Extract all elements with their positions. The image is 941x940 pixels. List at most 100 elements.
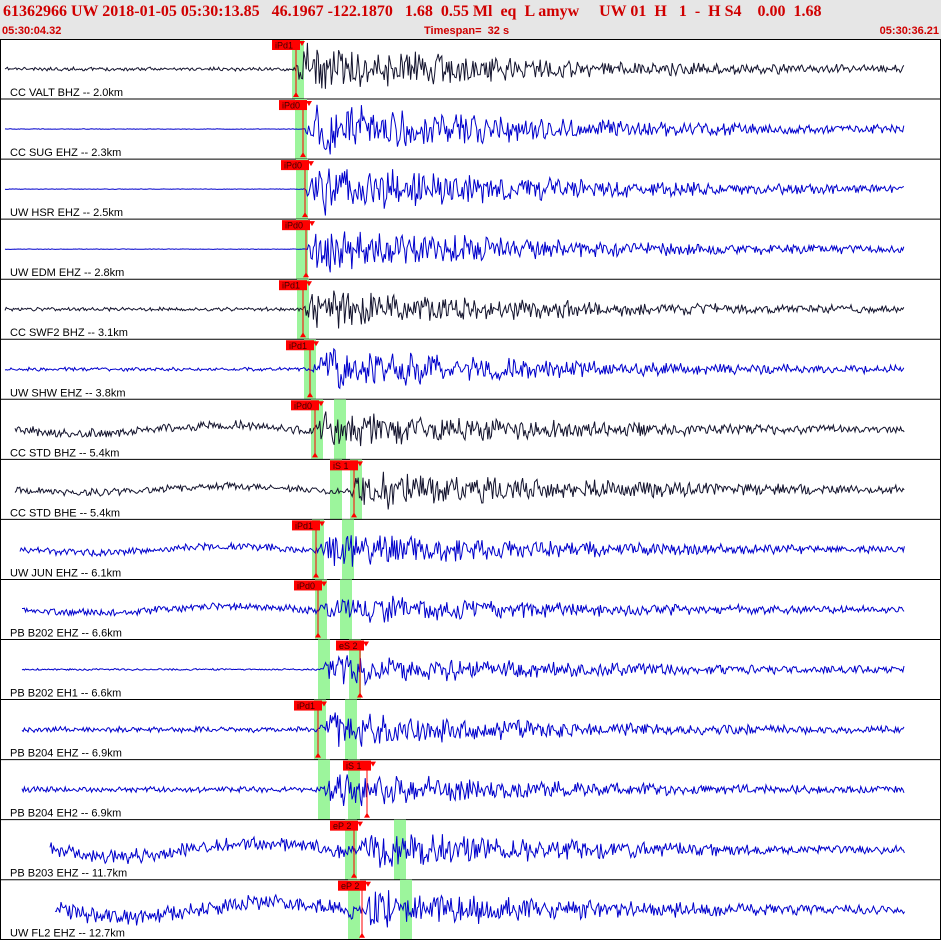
waveform [4, 290, 905, 329]
trace-row[interactable]: iS 1 CC STD BHE -- 5.4km [0, 459, 941, 520]
pick-window [350, 459, 362, 520]
pick-label: iPd1 [282, 281, 300, 291]
pick-marker [365, 881, 371, 887]
pick-marker [302, 212, 308, 218]
pick-label: eS 2 [339, 641, 358, 651]
pick-label: iPd1 [275, 41, 293, 51]
pick-label: iS 1 [333, 461, 349, 471]
pick-label-box[interactable] [272, 40, 300, 50]
waveform [21, 655, 905, 687]
pick-marker [318, 401, 324, 407]
trace-row[interactable]: iPd1 UW JUN EHZ -- 6.1km [0, 519, 941, 580]
pick-marker [321, 581, 327, 587]
pick-marker [351, 512, 357, 518]
pick-marker [359, 932, 365, 938]
pick-label-box[interactable] [281, 160, 309, 171]
waveform [4, 42, 905, 89]
station-label: PB B203 EHZ -- 11.7km [10, 868, 127, 880]
timespan: Timespan= 32 s [424, 25, 510, 37]
trace-row[interactable]: iPd1 CC VALT BHZ -- 2.0km [0, 39, 941, 100]
pick-window [342, 519, 354, 580]
station-label: CC VALT BHZ -- 2.0km [10, 87, 123, 99]
trace-row[interactable]: iPd1 UW SHW EHZ -- 3.8km [0, 339, 941, 400]
pick-marker [370, 761, 376, 767]
pick-label-box[interactable] [279, 280, 307, 291]
pick-label: iPd0 [285, 221, 303, 231]
pick-label: iPd0 [284, 161, 302, 171]
station-label: PB B202 EH1 -- 6.6km [10, 688, 121, 700]
pick-window [311, 399, 323, 460]
trace-row[interactable]: eS 2 PB B202 EH1 -- 6.6km [0, 639, 941, 701]
pick-label-box[interactable] [282, 220, 310, 231]
trace-row[interactable]: iPd0 CC STD BHZ -- 5.4km [0, 399, 941, 460]
station-label: CC SUG EHZ -- 2.3km [10, 147, 121, 159]
trace-row[interactable]: eP 2 PB B203 EHZ -- 11.7km [0, 819, 941, 881]
pick-label-box[interactable] [294, 580, 322, 591]
pick-marker [312, 452, 318, 458]
seismogram-plot[interactable]: iPd1 CC VALT BHZ -- 2.0km iPd0 CC SUG EHZ -… [0, 39, 941, 940]
pick-label: iPd1 [295, 521, 313, 531]
pick-label: iPd0 [294, 401, 312, 411]
trace-row[interactable]: iPd0 PB B202 EHZ -- 6.6km [0, 579, 941, 640]
pick-window [312, 519, 324, 580]
pick-window [349, 639, 361, 700]
pick-marker [313, 572, 319, 578]
trace-row[interactable]: iS 1 PB B204 EH2 -- 6.9km [0, 759, 941, 821]
pick-window [318, 639, 330, 700]
trace-row[interactable]: iPd1 PB B204 EHZ -- 6.9km [0, 699, 941, 761]
pick-marker [364, 812, 370, 818]
trace-row[interactable]: iPd0 UW EDM EHZ -- 2.8km [0, 219, 941, 280]
pick-label: eP 2 [341, 881, 359, 891]
pick-label: eP 2 [333, 821, 351, 831]
pick-marker [321, 701, 327, 707]
seismogram-panel[interactable]: iPd1 CC VALT BHZ -- 2.0km iPd0 CC SUG EHZ -… [0, 39, 941, 940]
trace-row[interactable]: iPd0 UW HSR EHZ -- 2.5km [0, 159, 941, 220]
station-label: UW SHW EHZ -- 3.8km [10, 387, 126, 399]
pick-label: iPd1 [289, 341, 307, 351]
waveform [14, 471, 905, 510]
pick-marker [351, 872, 357, 878]
pick-window [314, 699, 326, 760]
waveform [22, 595, 905, 623]
pick-label-box[interactable] [291, 400, 319, 411]
pick-marker [300, 332, 306, 338]
end-time: 05:30:36.21 [879, 25, 939, 37]
waveform [4, 231, 905, 273]
pick-marker [306, 281, 312, 287]
waveform [49, 834, 905, 868]
pick-label: iPd1 [297, 701, 315, 711]
pick-marker [315, 632, 321, 638]
waveform [19, 535, 905, 567]
pick-label: iPd0 [282, 101, 300, 111]
waveform [54, 890, 906, 928]
waveform [21, 774, 905, 807]
pick-label-box[interactable] [336, 640, 364, 651]
waveform [14, 411, 905, 447]
pick-label-box[interactable] [279, 100, 307, 111]
waveform [4, 347, 905, 390]
trace-row[interactable]: eP 2 UW FL2 EHZ -- 12.7km [0, 879, 941, 940]
pick-marker [300, 152, 306, 158]
station-label: PB B202 EHZ -- 6.6km [10, 627, 122, 639]
pick-window [330, 459, 342, 520]
pick-label-box[interactable] [343, 760, 371, 771]
waveform [21, 712, 905, 747]
trace-row[interactable]: iPd1 CC SWF2 BHZ -- 3.1km [0, 279, 941, 340]
pick-label-box[interactable] [292, 520, 320, 531]
pick-marker [315, 752, 321, 758]
station-label: UW EDM EHZ -- 2.8km [10, 267, 124, 279]
pick-label-box[interactable] [330, 460, 358, 471]
pick-marker [357, 461, 363, 467]
pick-marker [363, 641, 369, 647]
pick-label-box[interactable] [294, 700, 322, 711]
station-label: CC STD BHZ -- 5.4km [10, 447, 119, 459]
station-label: UW HSR EHZ -- 2.5km [10, 207, 123, 219]
trace-row[interactable]: iPd0 CC SUG EHZ -- 2.3km [0, 99, 941, 160]
waveform [4, 104, 905, 155]
pick-marker [357, 692, 363, 698]
pick-label-box[interactable] [330, 820, 358, 831]
pick-label: iS 1 [346, 761, 362, 771]
pick-label-box[interactable] [338, 880, 366, 891]
pick-label-box[interactable] [286, 340, 314, 351]
header-bar: 61362966 UW 2018-01-05 05:30:13.85 46.19… [0, 0, 941, 40]
